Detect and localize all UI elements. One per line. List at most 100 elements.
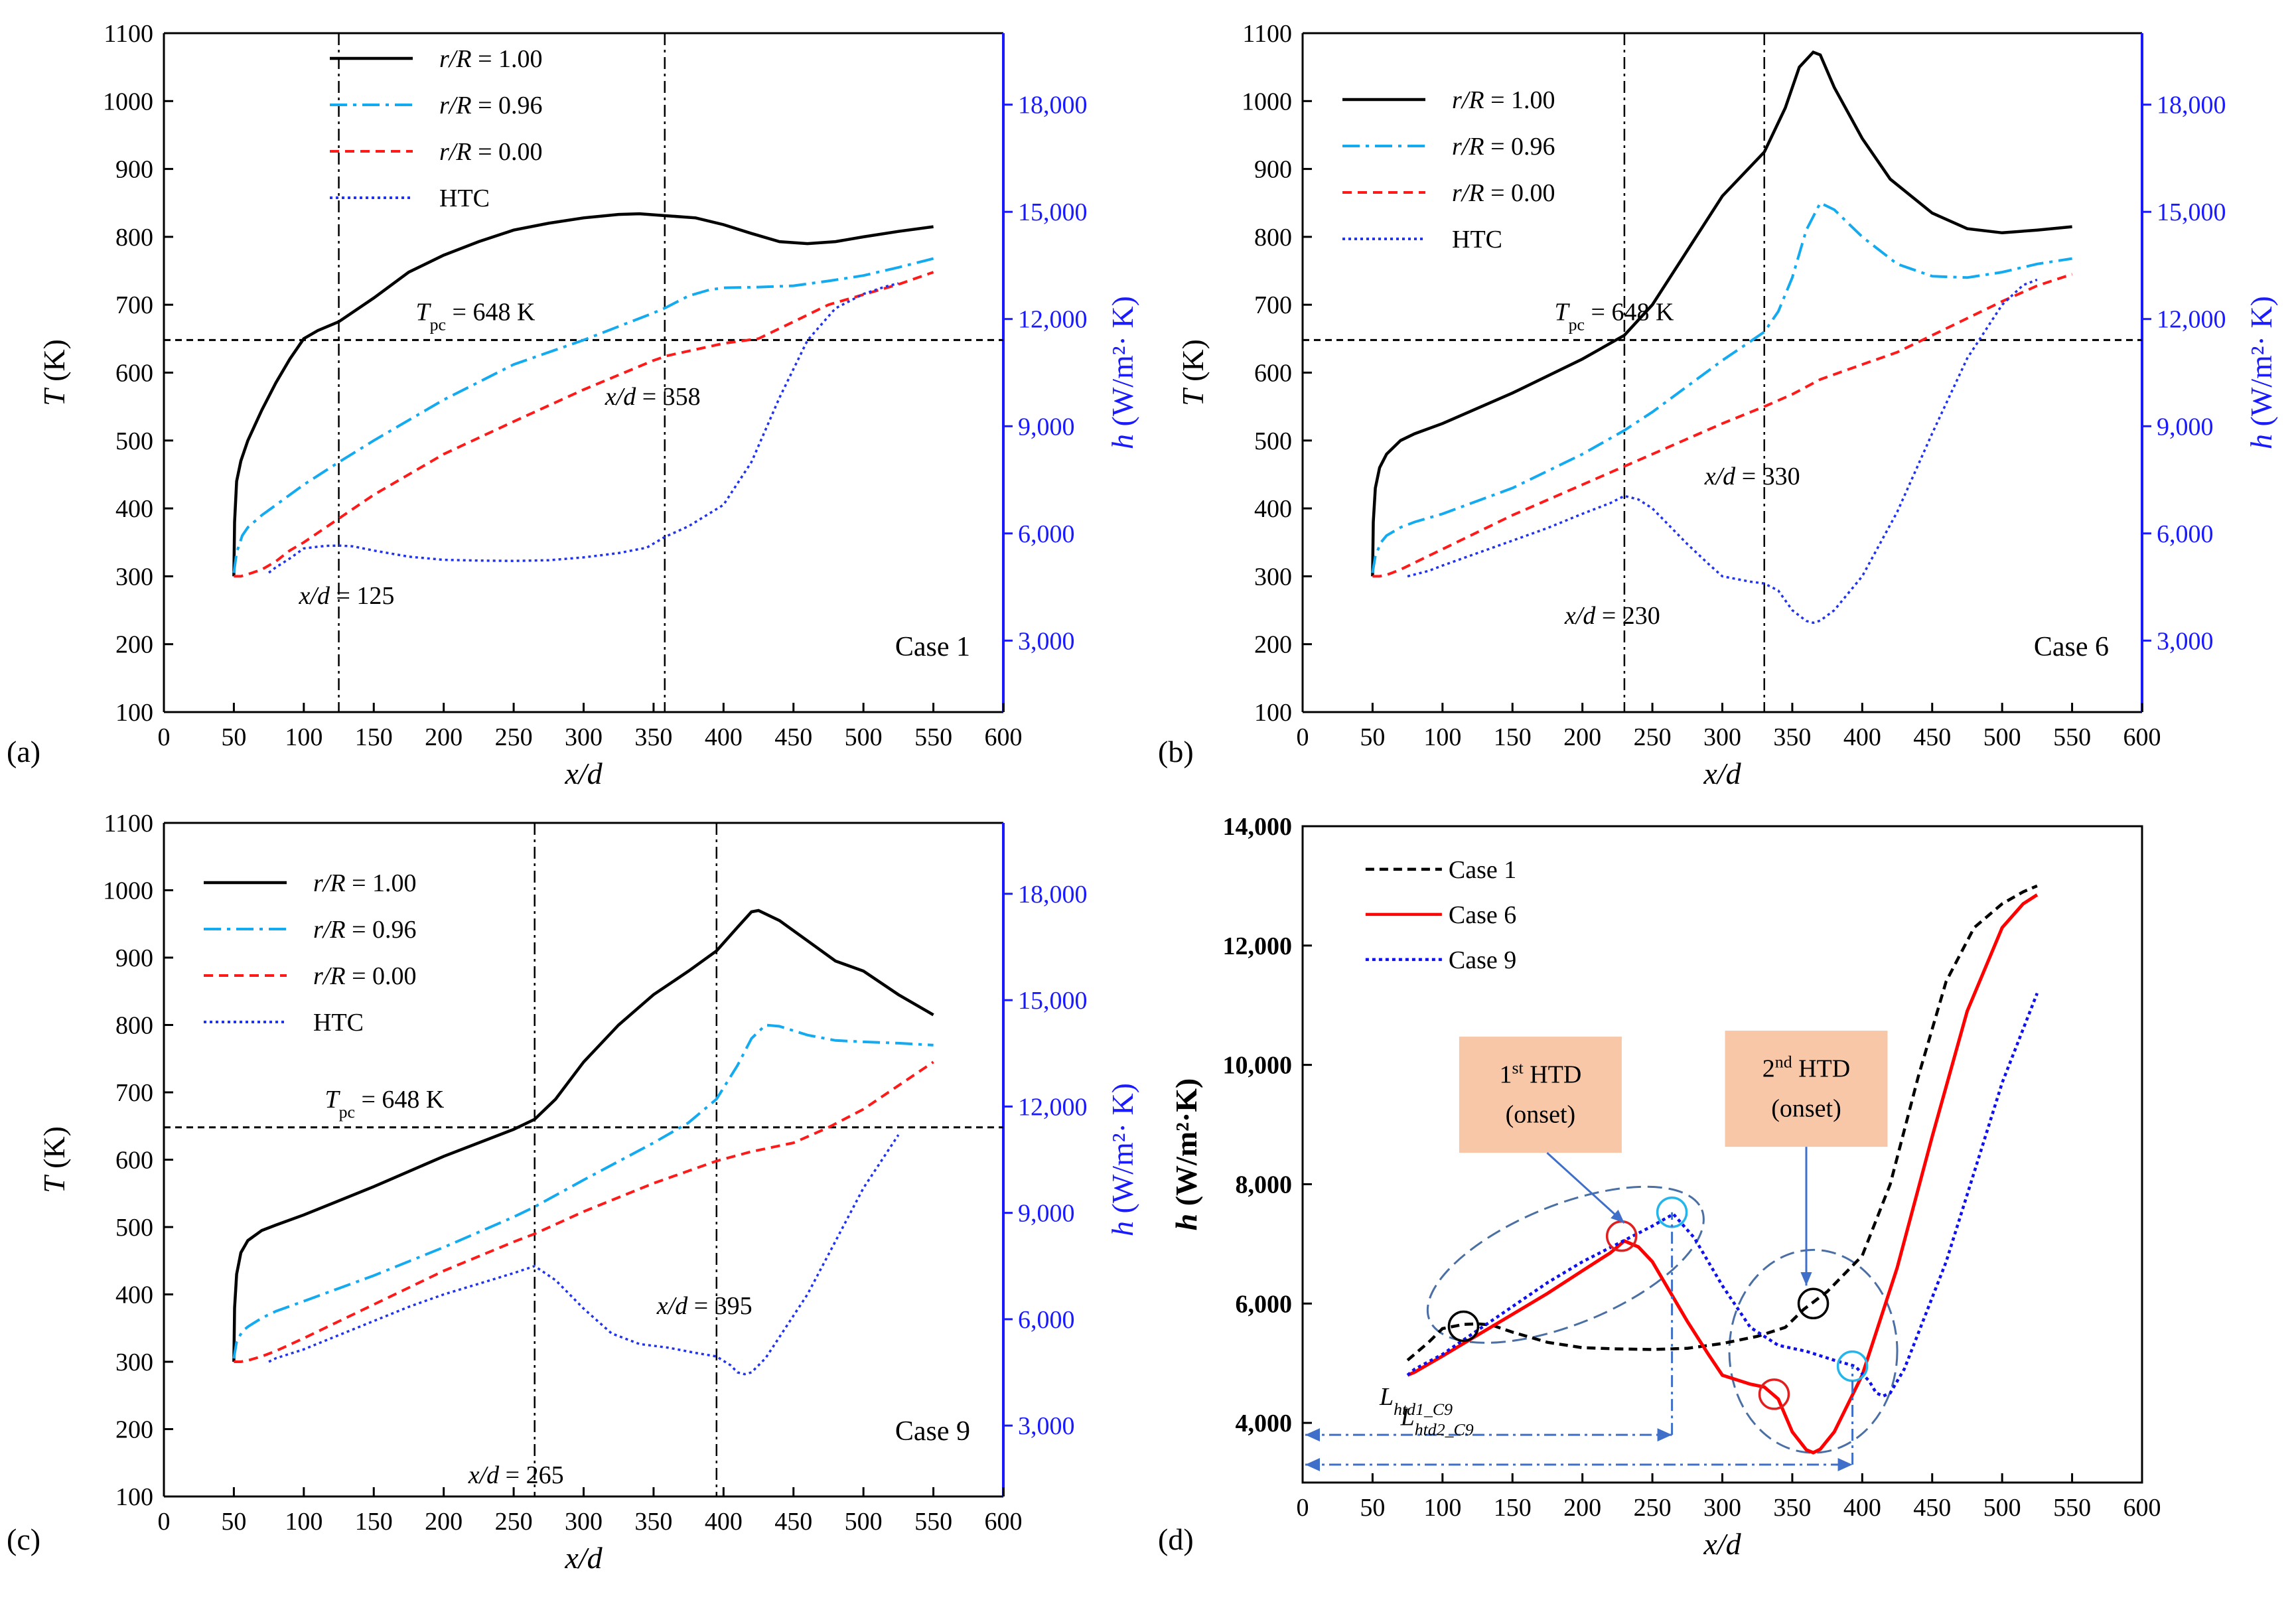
- y-tick-label: 100: [1254, 699, 1292, 727]
- y-tick-label: 500: [115, 1214, 153, 1242]
- y-right-tick-label: 3,000: [1018, 1412, 1075, 1440]
- x-tick-label: 600: [2123, 723, 2161, 751]
- x-tick-label: 500: [1983, 1494, 2021, 1522]
- series-htc: [1407, 278, 2038, 624]
- y-tick-label: 500: [115, 427, 153, 455]
- y-tick-label: 700: [115, 1079, 153, 1107]
- y-tick-label: 1100: [104, 810, 153, 837]
- x-tick-label: 500: [845, 723, 883, 751]
- x-tick-label: 450: [1913, 1494, 1951, 1522]
- x-tick-label: 300: [1703, 1494, 1741, 1522]
- dimension-arrow-left: [1305, 1428, 1320, 1442]
- x-tick-label: 600: [2123, 1494, 2161, 1522]
- y-tick-label: 300: [115, 1348, 153, 1376]
- xd-label: x/d = 125: [299, 582, 395, 610]
- y-tick-label: 600: [115, 360, 153, 388]
- case-label: Case 1: [895, 632, 970, 662]
- x-tick-label: 150: [1494, 1494, 1532, 1522]
- htd-marker-circle: [1605, 1220, 1638, 1252]
- legend-label: r/R = 0.00: [439, 138, 543, 166]
- y-tick-label: 14,000: [1223, 813, 1293, 841]
- htd-marker-circle: [1758, 1378, 1790, 1410]
- y-right-tick-label: 15,000: [1018, 198, 1088, 226]
- legend-label: Case 6: [1449, 901, 1516, 929]
- htd-ellipse: [1728, 1248, 1899, 1454]
- series-case6: [1407, 893, 2039, 1455]
- y-tick-label: 700: [115, 291, 153, 319]
- x-tick-label: 200: [425, 723, 463, 751]
- x-tick-label: 0: [1297, 723, 1309, 751]
- x-tick-label: 300: [565, 723, 603, 751]
- callout-box: [1459, 1037, 1622, 1153]
- dimension-arrow-right: [1837, 1458, 1853, 1472]
- x-tick-label: 50: [1360, 1494, 1385, 1522]
- x-tick-label: 200: [1563, 723, 1601, 751]
- x-tick-label: 250: [495, 1508, 533, 1536]
- x-tick-label: 100: [1423, 1494, 1461, 1522]
- y-tick-label: 700: [1254, 291, 1292, 319]
- y-right-tick-label: 18,000: [1018, 92, 1088, 119]
- y-right-tick-label: 3,000: [2157, 627, 2214, 655]
- x-tick-label: 100: [1423, 723, 1461, 751]
- htd-marker-circle: [1797, 1287, 1830, 1320]
- x-tick-label: 550: [2053, 723, 2091, 751]
- callout-arrowhead: [1611, 1209, 1624, 1223]
- x-tick-label: 550: [914, 1508, 952, 1536]
- y-tick-label: 6,000: [1236, 1290, 1293, 1318]
- series-htc: [268, 282, 899, 574]
- y-tick-label: 900: [115, 156, 153, 184]
- plot-frame: [1301, 825, 2143, 1484]
- callout-subtitle: (onset): [1771, 1095, 1841, 1123]
- series-near_wall: [232, 1023, 934, 1359]
- x-tick-label: 150: [355, 723, 393, 751]
- y-axis-label-left: T (K): [37, 339, 71, 406]
- panel-label: (a): [7, 735, 40, 768]
- x-tick-label: 400: [705, 723, 743, 751]
- panel-b: 0 50 100 150 200 250 300 350 400 450 500 550 600 x/d 1…: [1158, 20, 2278, 790]
- callout-box: [1725, 1031, 1888, 1147]
- x-tick-label: 400: [705, 1508, 743, 1536]
- y-right-tick-label: 3,000: [1018, 627, 1075, 655]
- dimension-label: Lhtd2_C9: [1400, 1404, 1474, 1439]
- y-tick-label: 300: [1254, 563, 1292, 591]
- x-tick-label: 250: [1634, 723, 1672, 751]
- legend-label: HTC: [313, 1009, 364, 1037]
- y-tick-label: 900: [1254, 156, 1292, 184]
- x-tick-label: 400: [1843, 1494, 1881, 1522]
- tpc-label: Tpc = 648 K: [324, 1086, 444, 1122]
- y-axis-label-right: h (W/m²· K): [1106, 1083, 1139, 1236]
- x-tick-label: 0: [158, 723, 171, 751]
- y-right-tick-label: 15,000: [2157, 198, 2226, 226]
- x-tick-label: 200: [1563, 1494, 1601, 1522]
- y-right-tick-label: 15,000: [1018, 987, 1088, 1015]
- callout-arrow: [1546, 1151, 1625, 1224]
- x-tick-label: 350: [1773, 1494, 1811, 1522]
- y-right-tick-label: 12,000: [1018, 306, 1088, 334]
- x-tick-label: 550: [914, 723, 952, 751]
- y-axis-label: h (W/m²·K): [1169, 1078, 1203, 1231]
- x-tick-label: 150: [1494, 723, 1532, 751]
- htd-marker-circle: [1836, 1350, 1869, 1382]
- series-htc: [268, 1134, 900, 1376]
- callout-title: 2nd HTD: [1762, 1052, 1850, 1083]
- y-tick-label: 1000: [103, 88, 153, 115]
- y-tick-label: 800: [115, 224, 153, 252]
- y-tick-label: 12,000: [1223, 932, 1293, 960]
- callout-subtitle: (onset): [1506, 1101, 1576, 1129]
- panel-label: (b): [1158, 735, 1194, 768]
- x-tick-label: 50: [1360, 723, 1385, 751]
- x-tick-label: 300: [1703, 723, 1741, 751]
- y-tick-label: 10,000: [1223, 1052, 1293, 1080]
- y-right-tick-label: 18,000: [2157, 92, 2226, 119]
- legend-label: r/R = 1.00: [1452, 86, 1555, 114]
- y-tick-label: 200: [1254, 631, 1292, 659]
- legend-label: r/R = 0.00: [1452, 179, 1555, 207]
- x-tick-label: 200: [425, 1508, 463, 1536]
- y-axis-label-right: h (W/m²· K): [1106, 296, 1139, 449]
- y-right-tick-label: 12,000: [1018, 1093, 1088, 1121]
- x-tick-label: 0: [158, 1508, 171, 1536]
- y-tick-label: 800: [1254, 224, 1292, 252]
- x-tick-label: 300: [565, 1508, 603, 1536]
- y-tick-label: 8,000: [1236, 1171, 1293, 1199]
- series-wall: [232, 212, 934, 577]
